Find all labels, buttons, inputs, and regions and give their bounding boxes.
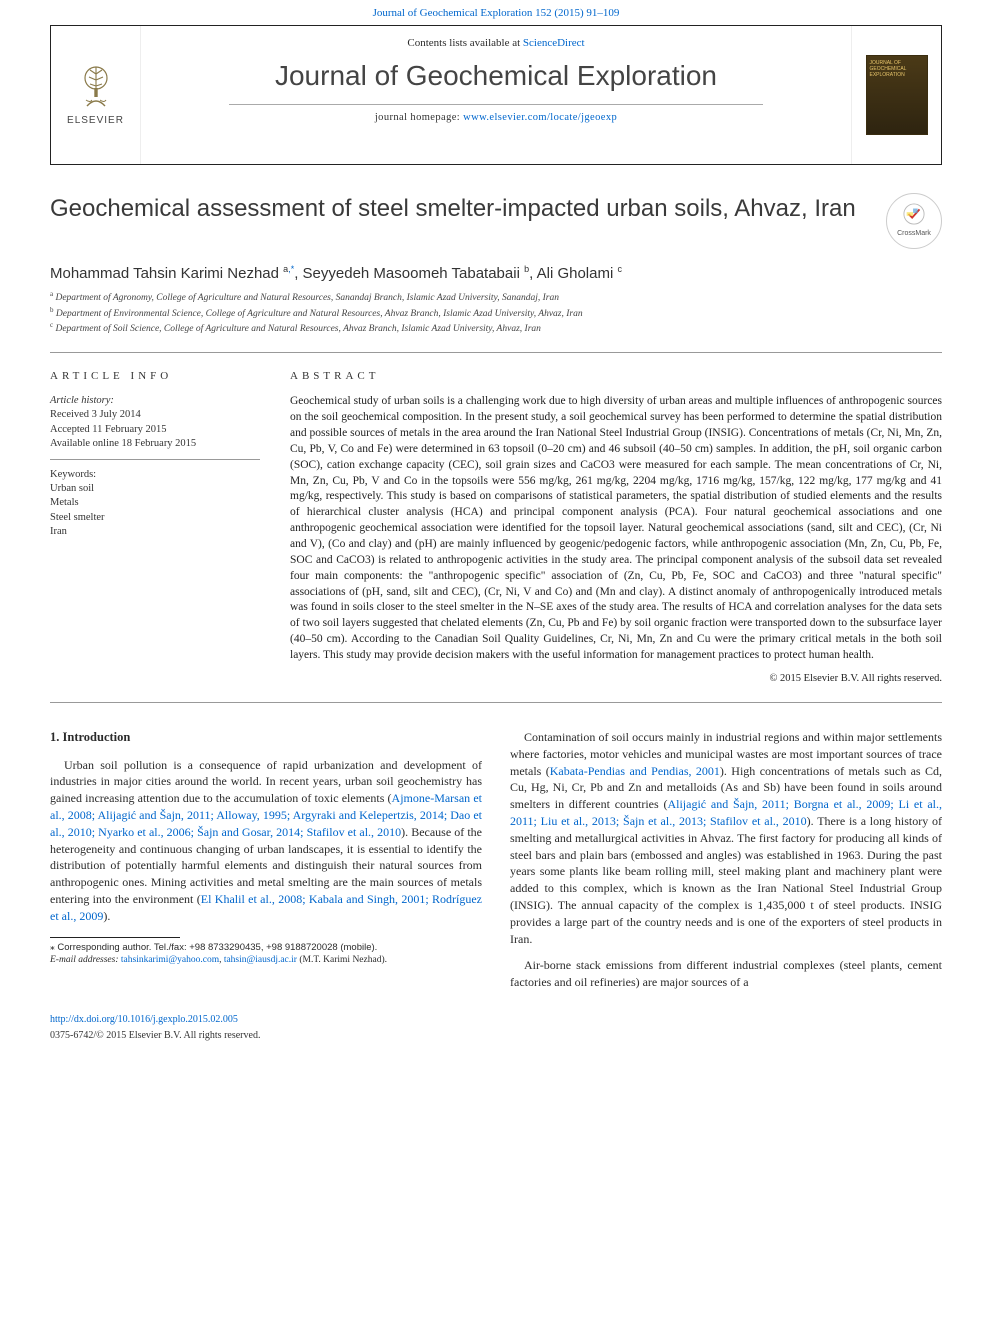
masthead: ELSEVIER Contents lists available at Sci… [50,25,942,165]
article-title: Geochemical assessment of steel smelter-… [50,193,870,225]
keyword-4: Iran [50,525,260,539]
keywords-block: Keywords: Urban soil Metals Steel smelte… [50,468,260,539]
rule-below-abstract [50,702,942,703]
article-history-label: Article history: [50,394,260,408]
cover-thumb-box: JOURNAL OF GEOCHEMICAL EXPLORATION [866,55,928,135]
top-citation-link[interactable]: Journal of Geochemical Exploration 152 (… [373,7,620,19]
masthead-divider [229,104,763,105]
footer-issn-copyright: 0375-6742/© 2015 Elsevier B.V. All right… [50,1029,942,1043]
contents-available-line: Contents lists available at ScienceDirec… [149,36,843,51]
page-footer: http://dx.doi.org/10.1016/j.gexplo.2015.… [50,1013,942,1042]
intro-para-1: Urban soil pollution is a consequence of… [50,757,482,925]
keyword-1: Urban soil [50,482,260,496]
corresponding-author-footnote: ⁎ Corresponding author. Tel./fax: +98 87… [50,937,482,968]
elsevier-tree-icon [72,62,120,110]
keyword-2: Metals [50,496,260,510]
abstract-heading: abstract [290,369,942,384]
corr-author-line: ⁎ Corresponding author. Tel./fax: +98 87… [50,942,482,955]
email-affil: (M.T. Karimi Nezhad). [297,955,387,965]
journal-homepage-link[interactable]: www.elsevier.com/locate/jgeoexp [463,112,617,123]
journal-cover-thumb: JOURNAL OF GEOCHEMICAL EXPLORATION [851,26,941,164]
p2-post: ). There is a long history of smelting a… [510,814,942,946]
corr-email-line: E-mail addresses: tahsinkarimi@yahoo.com… [50,954,482,967]
affiliation-line: c Department of Soil Science, College of… [50,321,942,336]
cover-line-3: EXPLORATION [870,72,924,78]
p1-post: ). [103,909,110,923]
rule-above-info [50,352,942,353]
abstract-copyright: © 2015 Elsevier B.V. All rights reserved… [290,672,942,686]
keyword-3: Steel smelter [50,511,260,525]
intro-para-2: Contamination of soil occurs mainly in i… [510,729,942,947]
history-online: Available online 18 February 2015 [50,437,260,451]
article-history-block: Article history: Received 3 July 2014 Ac… [50,394,260,460]
email-link-1[interactable]: tahsinkarimi@yahoo.com [121,955,219,965]
crossmark-label: CrossMark [897,229,931,238]
email-label: E-mail addresses: [50,955,121,965]
history-received: Received 3 July 2014 [50,408,260,422]
email-link-2[interactable]: tahsin@iausdj.ac.ir [224,955,297,965]
body-two-column: 1. Introduction Urban soil pollution is … [50,729,942,991]
intro-para-3: Air-borne stack emissions from different… [510,957,942,991]
keywords-label: Keywords: [50,468,260,482]
abstract-text: Geochemical study of urban soils is a ch… [290,394,942,664]
homepage-label: journal homepage: [375,112,463,123]
crossmark-badge[interactable]: CrossMark [886,193,942,249]
crossmark-icon [903,203,925,225]
publisher-logo: ELSEVIER [51,26,141,164]
abstract-column: abstract Geochemical study of urban soil… [290,369,942,686]
publisher-name: ELSEVIER [67,114,124,128]
history-accepted: Accepted 11 February 2015 [50,423,260,437]
affiliations: a Department of Agronomy, College of Agr… [50,290,942,336]
article-info-column: article info Article history: Received 3… [50,369,260,686]
affiliation-line: b Department of Environmental Science, C… [50,306,942,321]
journal-homepage-line: journal homepage: www.elsevier.com/locat… [149,111,843,125]
doi-link[interactable]: http://dx.doi.org/10.1016/j.gexplo.2015.… [50,1014,238,1025]
p2-citation-link-1[interactable]: Kabata-Pendias and Pendias, 2001 [550,764,720,778]
corr-label: ⁎ Corresponding author. Tel./fax: +98 87… [50,942,377,953]
footnote-rule [50,937,180,938]
journal-name: Journal of Geochemical Exploration [149,57,843,95]
affiliation-line: a Department of Agronomy, College of Agr… [50,290,942,305]
top-citation: Journal of Geochemical Exploration 152 (… [0,0,992,25]
masthead-center: Contents lists available at ScienceDirec… [141,26,851,164]
section-1-heading: 1. Introduction [50,729,482,747]
author-list: Mohammad Tahsin Karimi Nezhad a,*, Seyye… [50,263,942,284]
sciencedirect-link[interactable]: ScienceDirect [523,37,585,49]
contents-pre-text: Contents lists available at [407,37,522,49]
article-info-heading: article info [50,369,260,384]
